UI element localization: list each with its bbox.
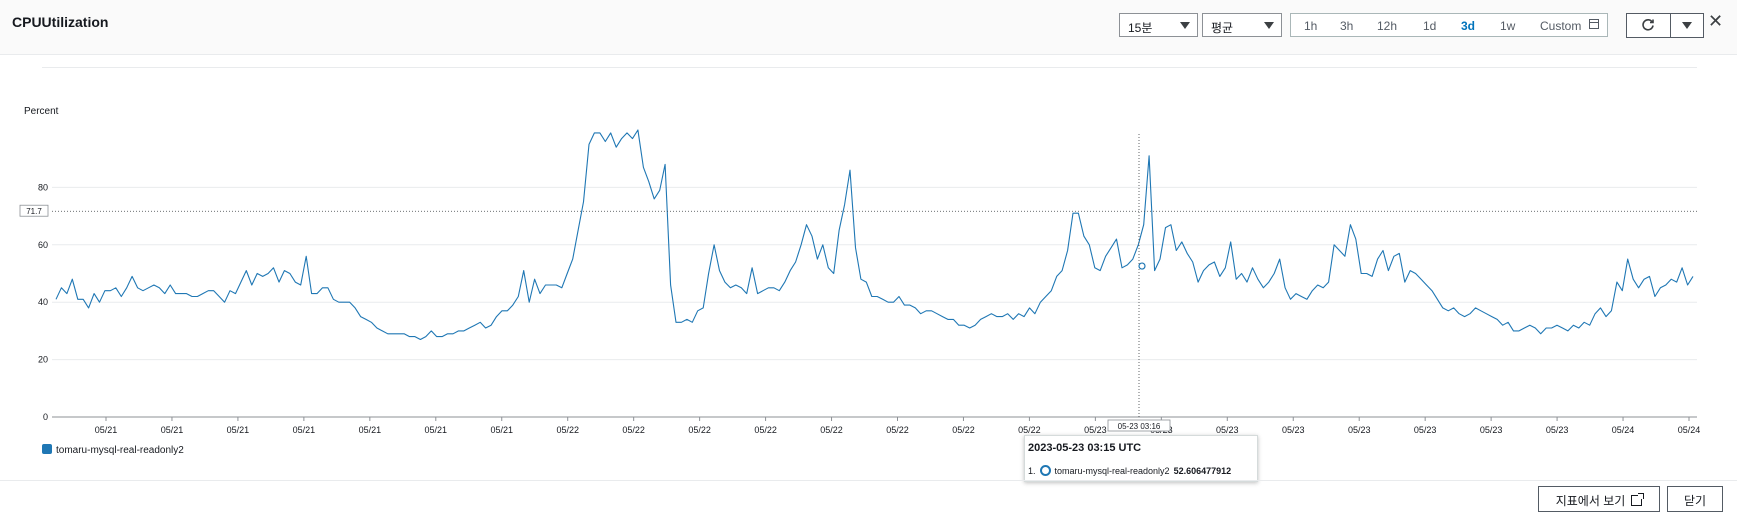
x-tick-label: 05/21 — [95, 425, 118, 435]
x-tick-label: 05/23 — [1414, 425, 1437, 435]
range-1h[interactable]: 1h — [1304, 19, 1318, 33]
tooltip-row: 1. tomaru-mysql-real-readonly2 52.60647791… — [1028, 465, 1231, 476]
x-tick-label: 05/22 — [556, 425, 579, 435]
x-tick-label: 05/22 — [1018, 425, 1041, 435]
x-tick-label: 05/23 — [1084, 425, 1107, 435]
range-3d[interactable]: 3d — [1461, 19, 1476, 33]
statistic-select-value: 평균 — [1211, 21, 1234, 35]
x-tick-label: 05/21 — [161, 425, 184, 435]
caret-down-icon[interactable] — [1682, 22, 1692, 29]
tooltip-series: tomaru-mysql-real-readonly2 — [1054, 466, 1170, 476]
range-3h[interactable]: 3h — [1340, 19, 1354, 33]
range-custom[interactable]: Custom — [1540, 19, 1582, 33]
widget-title: CPUUtilization — [12, 14, 109, 30]
x-tick-label: 05/22 — [886, 425, 909, 435]
x-tick-label: 05/21 — [490, 425, 513, 435]
x-tick-label: 05/24 — [1612, 425, 1635, 435]
x-tick-label: 05/23 — [1480, 425, 1503, 435]
x-tick-label: 05/23 — [1348, 425, 1371, 435]
x-tick-label: 05/22 — [622, 425, 645, 435]
x-tick-label: 05/22 — [952, 425, 975, 435]
y-tick-label: 80 — [38, 182, 48, 192]
x-tick-label: 05/23 — [1282, 425, 1305, 435]
close-button[interactable]: 닫기 — [1667, 486, 1723, 512]
x-tick-label: 05/21 — [227, 425, 250, 435]
view-in-metrics-button[interactable]: 지표에서 보기 — [1538, 486, 1660, 512]
divider — [42, 67, 1697, 68]
series-marker-icon — [1039, 465, 1051, 476]
caret-down-icon — [1180, 22, 1190, 29]
y-axis-label: Percent — [24, 106, 59, 117]
crosshair-time-label: 05-23 03:16 — [1118, 422, 1161, 431]
x-tick-label: 05/21 — [293, 425, 316, 435]
footer-divider — [0, 480, 1737, 481]
close-button-label: 닫기 — [1683, 494, 1707, 508]
calendar-icon[interactable] — [1589, 19, 1599, 29]
range-1w[interactable]: 1w — [1500, 19, 1516, 33]
button-divider — [1670, 14, 1671, 37]
period-select-value: 15분 — [1128, 21, 1153, 35]
tooltip-value: 52.606477912 — [1173, 466, 1232, 476]
y-tick-label: 60 — [38, 240, 48, 250]
view-in-metrics-label: 지표에서 보기 — [1555, 494, 1626, 508]
range-1d[interactable]: 1d — [1423, 19, 1437, 33]
legend-swatch — [42, 444, 52, 454]
crosshair-value-box — [19, 204, 49, 217]
cpu-utilization-chart[interactable]: Percent 0 20 40 60 80 05/21 05/21 05/21 05/21 05/2… — [0, 100, 1737, 440]
series-line — [55, 129, 1694, 341]
x-tick-label: 05/22 — [754, 425, 777, 435]
x-tick-label: 05/24 — [1678, 425, 1701, 435]
legend-label: tomaru-mysql-real-readonly2 — [56, 445, 184, 456]
period-select[interactable]: 15분 — [1119, 13, 1198, 37]
refresh-icon[interactable] — [1641, 18, 1655, 32]
caret-down-icon — [1264, 22, 1274, 29]
x-tick-label: 05/21 — [425, 425, 448, 435]
y-tick-label: 20 — [38, 355, 48, 365]
crosshair-time-box — [1107, 419, 1171, 432]
tooltip-index: 1. — [1028, 466, 1036, 476]
range-12h[interactable]: 12h — [1377, 19, 1398, 33]
x-tick-label: 05/22 — [688, 425, 711, 435]
time-range-selector: 1h 3h 12h 1d 3d 1w Custom — [1290, 13, 1608, 37]
external-link-icon — [1631, 493, 1645, 506]
y-tick-label: 40 — [38, 297, 48, 307]
x-tick-label: 05/22 — [820, 425, 843, 435]
widget-header: CPUUtilization 15분 평균 1h 3h 12h 1d 3d 1w… — [0, 0, 1737, 55]
statistic-select[interactable]: 평균 — [1202, 13, 1282, 37]
chart-legend[interactable]: tomaru-mysql-real-readonly2 — [42, 444, 184, 456]
hover-point — [1138, 262, 1146, 270]
chart-tooltip: 2023-05-23 03:15 UTC 1. tomaru-mysql-real… — [1024, 435, 1258, 482]
x-tick-label: 05/23 — [1546, 425, 1569, 435]
x-tick-label: 05/21 — [359, 425, 382, 435]
refresh-button-group — [1626, 13, 1704, 38]
y-tick-label: 0 — [43, 412, 48, 422]
x-tick-label: 05/23 — [1216, 425, 1239, 435]
crosshair-value-label: 71.7 — [26, 207, 42, 216]
close-icon[interactable]: ✕ — [1708, 11, 1724, 31]
tooltip-time: 2023-05-23 03:15 UTC — [1028, 442, 1142, 454]
